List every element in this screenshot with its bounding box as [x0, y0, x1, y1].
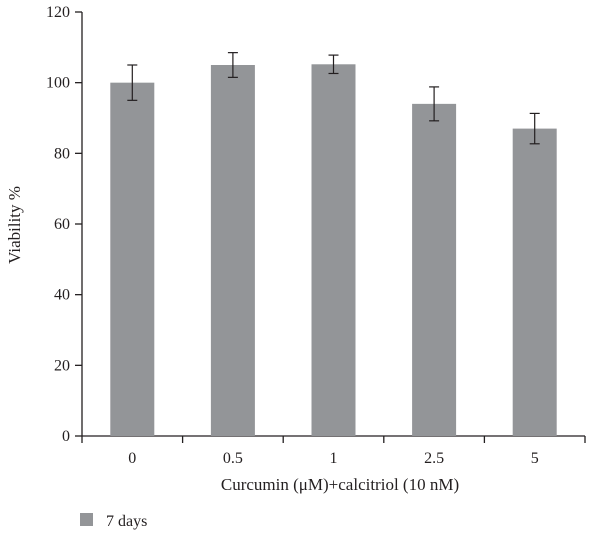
bar [412, 103, 457, 436]
y-axis-label: Viability % [5, 186, 24, 264]
x-tick-label: 1 [330, 450, 338, 467]
y-tick-label: 20 [54, 357, 70, 374]
y-tick-label: 0 [62, 428, 70, 445]
y-tick-label: 80 [54, 145, 70, 162]
plot-area: 0 20 40 60 80 100 120 0 0.5 1 2.5 5 [46, 4, 586, 467]
legend-label: 7 days [106, 513, 147, 530]
bar [110, 82, 155, 437]
bar [210, 65, 255, 436]
y-tick-label: 100 [46, 75, 70, 92]
y-tick-label: 40 [54, 287, 70, 304]
x-tick-label: 5 [531, 450, 539, 467]
bar [311, 64, 356, 436]
bar [512, 128, 557, 436]
legend-swatch [80, 513, 93, 526]
x-tick-label: 0 [128, 450, 136, 467]
x-tick-label: 0.5 [223, 450, 243, 467]
y-tick-label: 60 [54, 216, 70, 233]
y-tick-label: 120 [46, 4, 70, 21]
x-axis-label: Curcumin (μM)+calcitriol (10 nM) [221, 475, 459, 494]
x-tick-label: 2.5 [424, 450, 444, 467]
